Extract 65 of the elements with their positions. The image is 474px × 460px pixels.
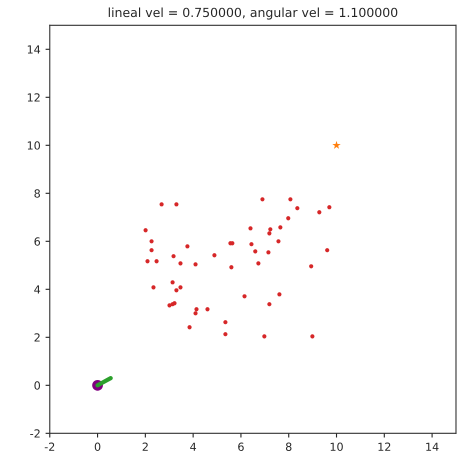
point	[295, 206, 300, 210]
point	[171, 254, 176, 258]
point	[223, 332, 228, 336]
point	[205, 307, 210, 312]
x-tick-label: 2	[142, 442, 148, 451]
x-tick-label: 8	[286, 442, 292, 451]
x-tick-label: 10	[330, 442, 343, 451]
y-tick-label: 2	[34, 333, 40, 342]
point	[154, 259, 159, 264]
y-tick-label: 0	[34, 381, 40, 390]
y-tick-label: 6	[34, 237, 40, 246]
point	[260, 197, 265, 202]
point	[266, 250, 270, 254]
point	[193, 311, 198, 316]
x-tick-label: 12	[378, 442, 390, 451]
point	[277, 292, 282, 296]
point	[174, 288, 178, 292]
y-tick-label: 8	[34, 189, 40, 198]
point	[185, 244, 190, 248]
point	[268, 227, 272, 232]
point	[193, 262, 198, 266]
y-tick-label: 4	[34, 285, 40, 294]
point	[276, 239, 281, 244]
point	[332, 140, 341, 149]
y-tick-label: -2	[30, 429, 40, 438]
point	[248, 226, 253, 230]
x-tick-label: 14	[426, 442, 439, 451]
point	[288, 197, 292, 202]
x-tick-label: -2	[44, 442, 54, 451]
x-tick-label: 6	[238, 442, 244, 451]
point	[256, 261, 260, 266]
point	[262, 334, 266, 338]
point	[178, 261, 183, 266]
point	[187, 325, 192, 330]
x-tick-label: 4	[190, 442, 196, 451]
point	[178, 285, 183, 290]
point	[160, 202, 164, 206]
y-tick-label: 12	[28, 93, 40, 102]
point	[267, 231, 272, 236]
point	[317, 210, 322, 214]
point	[325, 248, 330, 252]
point	[144, 228, 148, 232]
point	[223, 320, 228, 324]
point	[212, 253, 216, 258]
chart-title: lineal vel = 0.750000, angular vel = 1.100000	[108, 7, 398, 20]
point	[249, 242, 254, 246]
point	[151, 285, 156, 290]
point	[309, 264, 314, 268]
point	[278, 225, 282, 230]
point	[242, 294, 247, 298]
point	[310, 334, 314, 338]
point	[253, 249, 258, 254]
point	[174, 202, 178, 206]
point	[327, 205, 332, 210]
point	[170, 280, 175, 284]
y-tick-label: 14	[28, 45, 40, 54]
point	[267, 302, 272, 306]
point	[145, 259, 150, 264]
y-tick-label: 10	[28, 141, 40, 150]
point	[286, 216, 290, 220]
x-tick-label: 0	[94, 442, 100, 451]
point	[149, 239, 154, 244]
point	[194, 307, 199, 312]
point	[229, 265, 234, 270]
point	[149, 248, 154, 252]
